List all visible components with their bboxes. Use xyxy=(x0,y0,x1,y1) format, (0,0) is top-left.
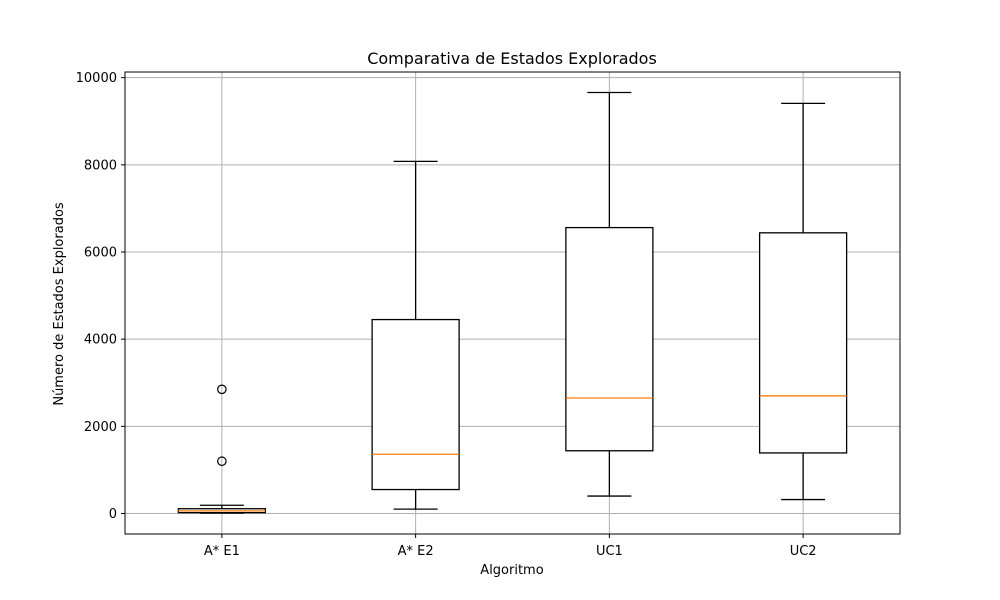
y-tick-label: 4000 xyxy=(84,333,117,348)
plot-area-frame xyxy=(124,71,901,535)
box-group xyxy=(177,384,267,514)
outlier-point xyxy=(217,384,227,395)
y-tick-label: 10000 xyxy=(76,71,117,86)
x-tick-label: UC2 xyxy=(790,544,817,559)
box-iqr xyxy=(371,318,460,491)
y-tick-label: 0 xyxy=(109,507,117,522)
box-iqr xyxy=(565,226,654,452)
box-group xyxy=(758,102,848,501)
chart-title: Comparativa de Estados Explorados xyxy=(367,49,657,68)
x-axis-ticks: A* E1 A* E2 UC1 UC2 xyxy=(204,534,817,559)
y-tick-label: 8000 xyxy=(84,158,117,173)
y-axis-label: Número de Estados Explorados xyxy=(52,202,67,406)
box-group xyxy=(371,160,460,510)
box-plot-series xyxy=(177,91,848,514)
x-tick-label: UC1 xyxy=(596,544,623,559)
x-tick-label: A* E1 xyxy=(204,544,240,559)
x-axis-label: Algoritmo xyxy=(480,563,543,578)
y-tick-label: 2000 xyxy=(84,420,117,435)
box-group xyxy=(565,91,654,497)
outlier-point xyxy=(217,456,227,467)
box-iqr xyxy=(758,232,848,454)
y-tick-label: 6000 xyxy=(84,246,117,261)
y-axis-ticks: 0 2000 4000 6000 8000 10000 xyxy=(76,71,125,522)
x-tick-label: A* E2 xyxy=(398,544,434,559)
